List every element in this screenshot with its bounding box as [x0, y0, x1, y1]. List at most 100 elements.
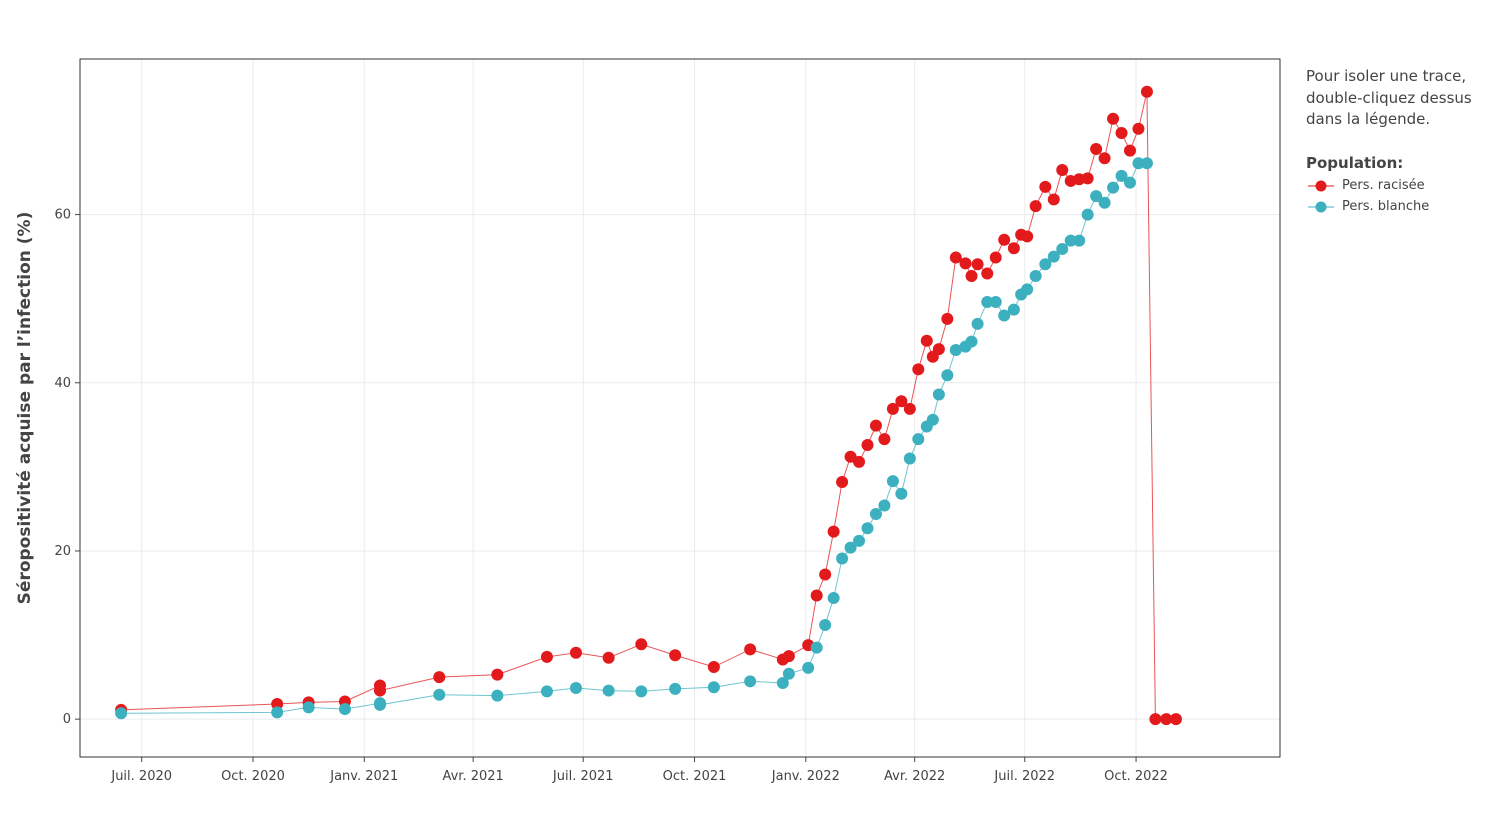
data-point[interactable] — [949, 343, 962, 356]
data-point[interactable] — [433, 671, 446, 684]
data-point[interactable] — [433, 688, 446, 701]
data-point[interactable] — [971, 258, 984, 271]
data-point[interactable] — [1160, 713, 1173, 726]
data-point[interactable] — [932, 343, 945, 356]
data-point[interactable] — [1081, 172, 1094, 185]
data-point[interactable] — [271, 698, 284, 711]
data-point[interactable] — [861, 439, 874, 452]
data-point[interactable] — [836, 552, 849, 565]
data-point[interactable] — [569, 682, 582, 695]
data-point[interactable] — [491, 668, 504, 681]
data-point[interactable] — [1064, 234, 1077, 247]
data-point[interactable] — [998, 233, 1011, 246]
data-point[interactable] — [669, 682, 682, 695]
data-point[interactable] — [1149, 713, 1162, 726]
data-point[interactable] — [1132, 122, 1145, 135]
data-point[interactable] — [1115, 169, 1128, 182]
data-point[interactable] — [707, 661, 720, 674]
data-point[interactable] — [602, 684, 615, 697]
data-point[interactable] — [981, 296, 994, 309]
data-point[interactable] — [981, 267, 994, 280]
data-point[interactable] — [920, 334, 933, 347]
data-point[interactable] — [1098, 152, 1111, 165]
data-point[interactable] — [886, 402, 899, 415]
data-point[interactable] — [1029, 269, 1042, 282]
data-point[interactable] — [903, 452, 916, 465]
data-point[interactable] — [1115, 127, 1128, 140]
data-point[interactable] — [1039, 258, 1052, 271]
data-point[interactable] — [569, 646, 582, 659]
data-point[interactable] — [1007, 303, 1020, 316]
data-point[interactable] — [903, 402, 916, 415]
data-point[interactable] — [1107, 181, 1120, 194]
data-point[interactable] — [989, 296, 1002, 309]
data-point[interactable] — [949, 251, 962, 264]
data-point[interactable] — [338, 703, 351, 716]
data-point[interactable] — [810, 641, 823, 654]
data-point[interactable] — [1039, 180, 1052, 193]
data-point[interactable] — [1124, 176, 1136, 189]
data-point[interactable] — [635, 685, 648, 698]
data-point[interactable] — [540, 650, 553, 663]
data-point[interactable] — [941, 369, 954, 382]
data-point[interactable] — [1021, 283, 1034, 296]
data-point[interactable] — [1169, 713, 1182, 726]
data-point[interactable] — [819, 618, 832, 631]
data-point[interactable] — [1056, 164, 1069, 177]
data-point[interactable] — [1124, 144, 1136, 157]
data-point[interactable] — [959, 257, 972, 270]
data-point[interactable] — [895, 487, 908, 500]
data-point[interactable] — [782, 650, 795, 663]
data-point[interactable] — [861, 522, 874, 535]
data-point[interactable] — [802, 661, 815, 674]
data-point[interactable] — [1140, 157, 1153, 170]
data-point[interactable] — [1029, 200, 1042, 213]
data-point[interactable] — [971, 317, 984, 330]
data-point[interactable] — [932, 388, 945, 401]
data-point[interactable] — [374, 684, 386, 697]
data-point[interactable] — [819, 568, 832, 581]
data-point[interactable] — [844, 541, 857, 554]
data-point[interactable] — [744, 675, 757, 688]
data-point[interactable] — [965, 269, 978, 282]
data-point[interactable] — [271, 706, 284, 719]
data-point[interactable] — [1107, 112, 1120, 125]
data-point[interactable] — [1047, 250, 1060, 263]
data-point[interactable] — [1090, 190, 1103, 203]
data-point[interactable] — [941, 312, 954, 325]
data-point[interactable] — [965, 335, 978, 348]
data-point[interactable] — [602, 651, 615, 664]
data-point[interactable] — [302, 701, 315, 714]
data-point[interactable] — [1090, 142, 1103, 155]
data-point[interactable] — [895, 395, 908, 408]
data-point[interactable] — [744, 643, 757, 656]
data-point[interactable] — [989, 251, 1002, 264]
data-point[interactable] — [1081, 208, 1094, 221]
data-point[interactable] — [827, 592, 840, 605]
data-point[interactable] — [782, 667, 795, 680]
data-point[interactable] — [374, 698, 386, 711]
data-point[interactable] — [926, 413, 939, 426]
data-point[interactable] — [869, 507, 882, 520]
data-point[interactable] — [491, 689, 504, 702]
data-point[interactable] — [1056, 243, 1069, 256]
data-point[interactable] — [1140, 85, 1153, 98]
data-point[interactable] — [1073, 234, 1086, 247]
data-point[interactable] — [853, 455, 866, 468]
data-point[interactable] — [1007, 242, 1020, 255]
data-point[interactable] — [776, 676, 789, 689]
data-point[interactable] — [827, 525, 840, 538]
data-point[interactable] — [912, 363, 925, 376]
data-point[interactable] — [115, 707, 128, 720]
legend-item-pers-blanche[interactable]: Pers. blanche — [1306, 196, 1429, 217]
data-point[interactable] — [1021, 230, 1034, 243]
data-point[interactable] — [878, 433, 891, 446]
data-point[interactable] — [1047, 193, 1060, 206]
data-point[interactable] — [878, 499, 891, 512]
data-point[interactable] — [1098, 196, 1111, 209]
legend-item-pers-racisee[interactable]: Pers. racisée — [1306, 175, 1429, 196]
data-point[interactable] — [836, 476, 849, 489]
data-point[interactable] — [1132, 157, 1145, 170]
data-point[interactable] — [869, 419, 882, 432]
data-point[interactable] — [853, 534, 866, 547]
